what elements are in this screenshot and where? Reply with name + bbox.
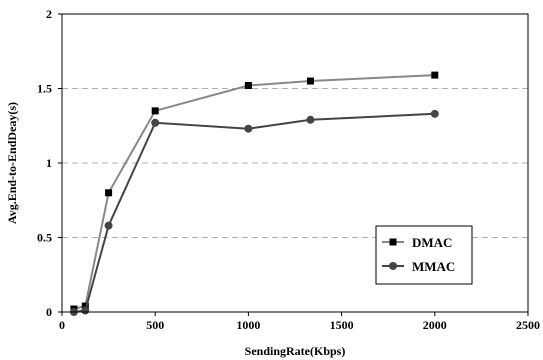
data-point-dmac — [105, 189, 113, 197]
grid-layer — [62, 88, 528, 238]
series-layer — [69, 71, 439, 316]
y-tick-label: 2 — [46, 7, 52, 21]
data-point-mmac — [104, 221, 113, 230]
tick-layer: 0 0.5 1 1.5 2 0 500 1000 1500 2000 2500 — [37, 7, 540, 332]
y-tick-label: 0.5 — [37, 231, 52, 245]
y-tick-label: 0 — [46, 305, 52, 319]
y-tick-label: 1 — [46, 156, 52, 170]
legend-label-mmac: MMAC — [412, 259, 455, 274]
x-tick-label: 500 — [146, 318, 164, 332]
data-point-dmac — [244, 82, 252, 90]
data-point-mmac — [244, 124, 253, 133]
data-point-mmac — [430, 109, 439, 118]
legend-label-dmac: DMAC — [412, 235, 452, 250]
data-point-dmac — [431, 71, 439, 79]
x-tick-label: 1500 — [330, 318, 354, 332]
x-tick-label: 1000 — [236, 318, 260, 332]
data-point-mmac — [151, 118, 160, 127]
legend-box — [375, 225, 473, 285]
legend-marker-mmac — [389, 262, 397, 270]
legend-items: DMAC MMAC — [382, 235, 455, 274]
data-point-dmac — [306, 77, 314, 85]
y-tick-label: 1.5 — [37, 82, 52, 96]
legend-marker-dmac — [389, 238, 397, 246]
x-axis-title: SendingRate(Kbps) — [245, 344, 346, 358]
legend: DMAC MMAC — [375, 225, 473, 285]
x-tick-label: 2500 — [516, 318, 540, 332]
data-point-mmac — [306, 115, 315, 124]
x-tick-label: 2000 — [423, 318, 447, 332]
data-point-dmac — [151, 107, 159, 115]
data-point-dmac — [81, 302, 89, 310]
x-tick-label: 0 — [59, 318, 65, 332]
data-point-mmac — [81, 306, 90, 315]
y-axis-title: Avg.End-to-EndDeay(s) — [5, 102, 19, 224]
